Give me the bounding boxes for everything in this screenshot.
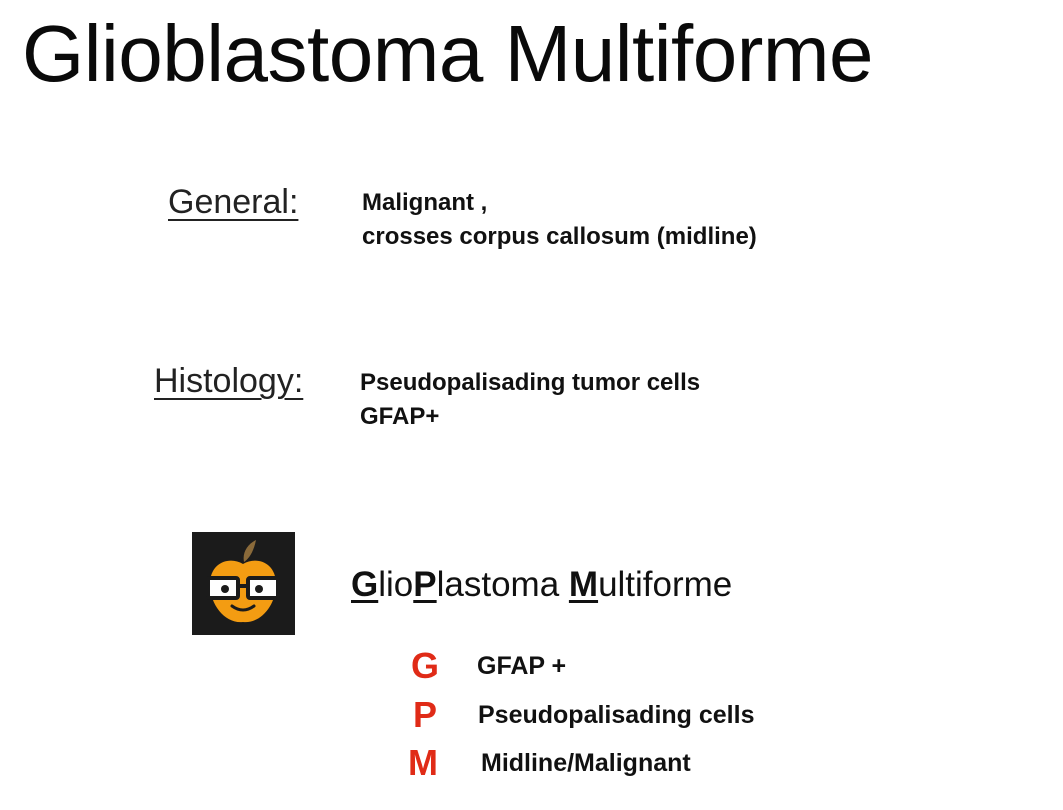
mnemonic-key-m: M bbox=[568, 565, 599, 604]
mnemonic-desc-p: Pseudopalisading cells bbox=[478, 701, 755, 729]
nerdy-apple-logo-icon bbox=[192, 532, 295, 635]
mnemonic-letter-g: G bbox=[411, 645, 440, 686]
histology-line-2: GFAP+ bbox=[360, 403, 440, 430]
mnemonic-letter-m: M bbox=[408, 742, 438, 783]
mnemonic-desc-g: GFAP + bbox=[477, 652, 567, 680]
histology-line-1: Pseudopalisading tumor cells bbox=[360, 369, 701, 396]
mnemonic-part-lastoma: lastoma bbox=[436, 565, 569, 604]
mnemonic-letter-p: P bbox=[413, 694, 438, 735]
general-line-2: crosses corpus callosum (midline) bbox=[362, 223, 757, 250]
general-line-1: Malignant , bbox=[362, 189, 488, 216]
histology-label: Histology: bbox=[154, 362, 304, 400]
page-title: Glioblastoma Multiforme bbox=[22, 9, 874, 98]
mnemonic-part-lio: lio bbox=[378, 565, 414, 604]
mnemonic-heading: GlioPlastoma Multiforme bbox=[351, 565, 732, 605]
mnemonic-key-p: P bbox=[413, 565, 437, 604]
general-label: General: bbox=[168, 183, 299, 221]
histology-text: Pseudopalisading tumor cells GFAP+ bbox=[360, 366, 700, 434]
mnemonic-part-ultiforme: ultiforme bbox=[598, 565, 733, 604]
mnemonic-desc-m: Midline/Malignant bbox=[481, 749, 691, 777]
general-text: Malignant , crosses corpus callosum (mid… bbox=[362, 186, 757, 254]
mnemonic-key-g: G bbox=[351, 565, 379, 604]
